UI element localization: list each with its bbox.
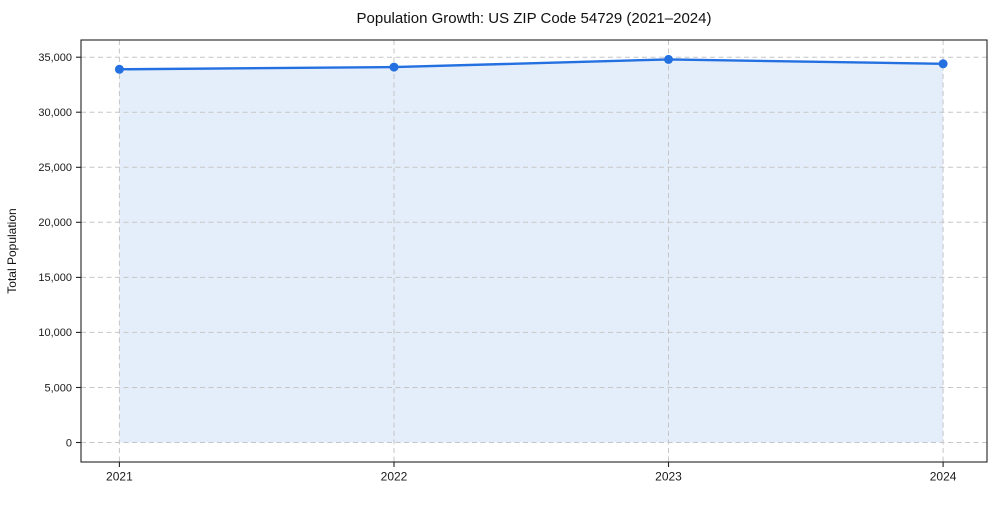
y-tick-label: 25,000 bbox=[38, 162, 72, 174]
y-tick-label: 15,000 bbox=[38, 272, 72, 284]
data-point-marker bbox=[664, 54, 673, 64]
x-tick-label: 2022 bbox=[381, 470, 408, 484]
chart-title: Population Growth: US ZIP Code 54729 (20… bbox=[357, 10, 712, 27]
data-point-marker bbox=[938, 59, 948, 69]
y-tick-label: 5,000 bbox=[44, 382, 72, 394]
gridlines bbox=[81, 40, 987, 462]
data-point-marker bbox=[114, 64, 124, 74]
y-tick-label: 0 bbox=[66, 437, 72, 449]
area-fill bbox=[119, 59, 944, 443]
x-tick-label: 2023 bbox=[655, 470, 682, 484]
y-tick-label: 10,000 bbox=[38, 327, 72, 339]
axes-spines bbox=[80, 39, 988, 463]
y-tick-label: 30,000 bbox=[38, 107, 72, 119]
y-tick-label: 35,000 bbox=[38, 52, 72, 64]
y-tick-label: 20,000 bbox=[38, 217, 72, 229]
plot-area: 0 5,000 10,000 15,000 20,000 25,000 30,000 35,0… bbox=[38, 39, 988, 484]
y-axis-label: Total Population bbox=[5, 208, 19, 293]
x-tick-label: 2024 bbox=[930, 470, 957, 484]
population-line bbox=[118, 58, 945, 71]
x-tick-label: 2021 bbox=[106, 470, 133, 484]
data-point-marker bbox=[389, 62, 399, 72]
